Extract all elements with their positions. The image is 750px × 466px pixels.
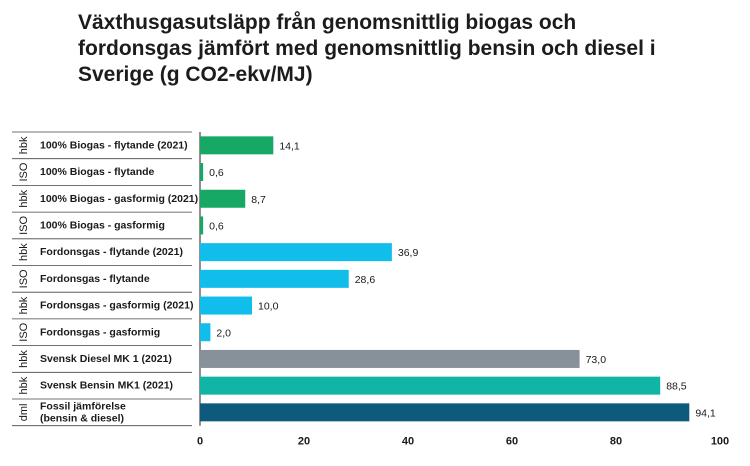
group-label: hbk: [18, 376, 30, 394]
group-label: ISO: [18, 162, 30, 181]
data-label: 28,6: [355, 274, 376, 286]
data-label: 36,9: [398, 247, 419, 259]
bar: [200, 269, 349, 288]
bar: [200, 349, 580, 368]
data-label: 0,6: [209, 167, 224, 179]
data-label: 94,1: [695, 407, 716, 419]
x-tick-label: 20: [298, 436, 310, 448]
data-label: 14,1: [279, 140, 300, 152]
group-label: hbk: [18, 136, 30, 154]
group-label: hbk: [18, 189, 30, 207]
category-label: Fordonsgas - flytande: [40, 273, 150, 285]
x-tick-label: 60: [506, 436, 518, 448]
data-label: 0,6: [209, 220, 224, 232]
category-label: Fossil jämförelse (bensin & diesel): [40, 400, 126, 424]
category-label: 100% Biogas - flytande (2021): [40, 139, 188, 151]
bar: [200, 296, 252, 315]
category-label: 100% Biogas - flytande: [40, 166, 155, 178]
bar: [200, 243, 392, 262]
data-label: 88,5: [666, 381, 687, 393]
category-label: Svensk Diesel MK 1 (2021): [40, 353, 172, 365]
category-label: Svensk Bensin MK1 (2021): [40, 380, 173, 392]
group-label: dml: [18, 403, 30, 421]
bar: [200, 376, 661, 395]
group-label: ISO: [18, 269, 30, 288]
group-label: ISO: [18, 216, 30, 235]
data-label: 10,0: [258, 301, 279, 313]
data-label: 73,0: [586, 354, 607, 366]
group-label: hbk: [18, 243, 30, 261]
x-tick-label: 40: [402, 436, 414, 448]
bar: [200, 163, 204, 182]
category-label: 100% Biogas - gasformig (2021): [40, 193, 198, 205]
bar: [200, 403, 690, 422]
chart-title: Växthusgasutsläpp från genomsnittlig bio…: [78, 11, 656, 86]
bar: [200, 136, 274, 155]
category-label: Fordonsgas - flytande (2021): [40, 246, 183, 258]
x-tick-label: 0: [197, 436, 203, 448]
data-label: 8,7: [251, 194, 266, 206]
bar: [200, 216, 204, 235]
category-label: Fordonsgas - gasformig: [40, 326, 160, 338]
x-tick-label: 100: [711, 436, 729, 448]
data-label: 2,0: [216, 327, 231, 339]
category-label: 100% Biogas - gasformig: [40, 219, 165, 231]
group-label: hbk: [18, 350, 30, 368]
group-label: ISO: [18, 322, 30, 341]
x-tick-label: 80: [610, 436, 622, 448]
group-label: hbk: [18, 296, 30, 314]
category-label: Fordonsgas - gasformig (2021): [40, 300, 193, 312]
bar: [200, 189, 246, 208]
bar: [200, 323, 211, 342]
